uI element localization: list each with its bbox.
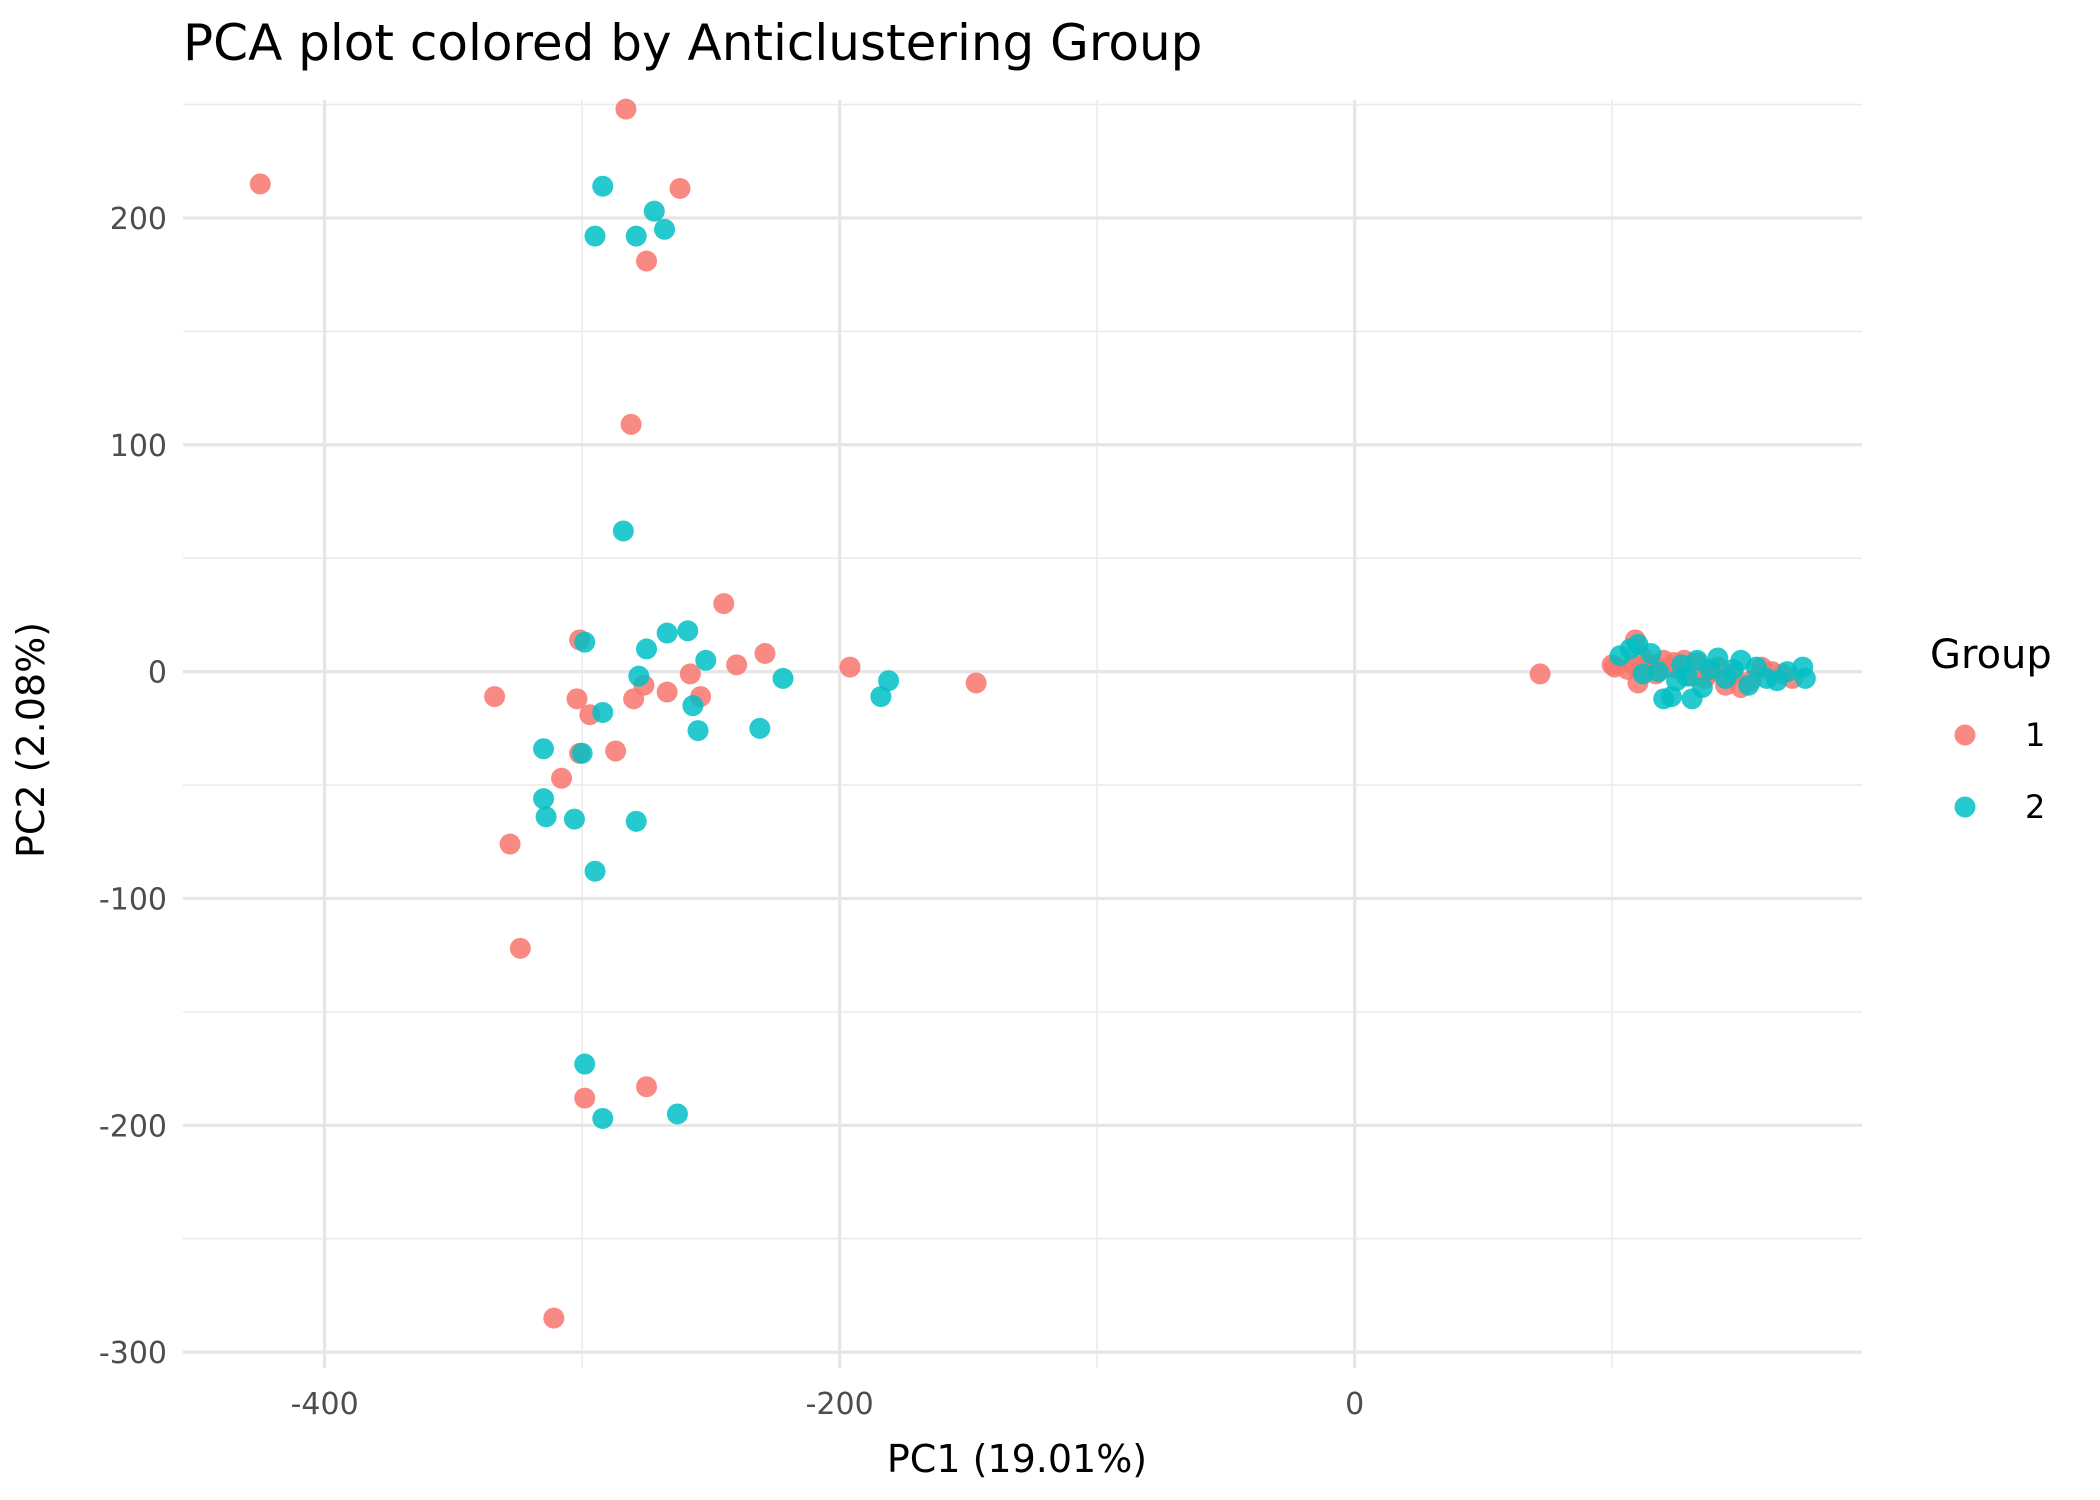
x-tick-label: -400 xyxy=(291,1387,359,1422)
data-point-group-1 xyxy=(839,656,861,678)
data-point-group-2 xyxy=(1632,663,1654,685)
data-point-group-2 xyxy=(533,788,555,810)
data-point-group-2 xyxy=(654,218,676,240)
legend-label-group-2: 2 xyxy=(2025,788,2045,826)
data-point-group-2 xyxy=(656,622,678,644)
data-point-group-1 xyxy=(499,833,521,855)
y-tick-label: -100 xyxy=(99,882,167,917)
data-point-group-1 xyxy=(543,1307,565,1329)
data-point-group-2 xyxy=(636,638,658,660)
data-point-group-2 xyxy=(612,520,634,542)
data-point-group-2 xyxy=(1676,665,1698,687)
data-point-group-1 xyxy=(566,688,588,710)
legend-key-group-2 xyxy=(1954,796,1976,818)
legend: Group 1 2 xyxy=(1930,632,2052,826)
data-point-group-1 xyxy=(726,654,748,676)
data-point-group-1 xyxy=(623,688,645,710)
data-point-group-2 xyxy=(1738,674,1760,696)
y-axis-title: PC2 (2.08%) xyxy=(9,622,53,858)
minor-gridlines xyxy=(183,100,1862,1368)
data-point-group-1 xyxy=(249,173,271,195)
chart-title: PCA plot colored by Anticlustering Group xyxy=(183,14,1202,72)
data-point-group-2 xyxy=(563,808,585,830)
data-point-group-1 xyxy=(574,1087,596,1109)
data-point-group-2 xyxy=(1691,676,1713,698)
data-point-group-1 xyxy=(509,937,531,959)
data-point-group-2 xyxy=(1640,642,1662,664)
data-point-group-2 xyxy=(687,720,709,742)
data-point-group-2 xyxy=(1660,686,1682,708)
data-point-group-2 xyxy=(584,225,606,247)
data-point-group-1 xyxy=(965,672,987,694)
data-point-group-1 xyxy=(551,767,573,789)
data-point-group-2 xyxy=(666,1103,688,1125)
data-point-group-1 xyxy=(713,593,735,615)
data-point-group-2 xyxy=(592,1107,614,1129)
data-point-group-1 xyxy=(636,250,658,272)
major-gridlines xyxy=(183,100,1862,1368)
y-tick-label: -300 xyxy=(99,1336,167,1371)
data-point-group-2 xyxy=(625,810,647,832)
data-point-group-2 xyxy=(571,742,593,764)
data-point-group-2 xyxy=(625,225,647,247)
data-point-group-2 xyxy=(1648,661,1670,683)
data-point-group-2 xyxy=(695,649,717,671)
data-point-group-1 xyxy=(620,413,642,435)
y-tick-label: 100 xyxy=(110,429,167,464)
data-point-group-2 xyxy=(592,175,614,197)
data-point-group-2 xyxy=(1794,667,1816,689)
x-axis-ticks: -400 -200 0 xyxy=(291,1387,1365,1422)
data-point-group-1 xyxy=(754,642,776,664)
x-axis-title: PC1 (19.01%) xyxy=(887,1437,1147,1481)
data-point-group-1 xyxy=(615,98,637,120)
data-points xyxy=(249,98,1816,1329)
data-point-group-2 xyxy=(870,686,892,708)
data-point-group-1 xyxy=(656,681,678,703)
data-point-group-2 xyxy=(682,695,704,717)
legend-label-group-1: 1 xyxy=(2025,716,2045,754)
data-point-group-2 xyxy=(878,670,900,692)
data-point-group-2 xyxy=(749,717,771,739)
y-tick-label: -200 xyxy=(99,1109,167,1144)
data-point-group-2 xyxy=(628,665,650,687)
data-point-group-2 xyxy=(533,738,555,760)
data-point-group-1 xyxy=(484,686,506,708)
legend-key-group-1 xyxy=(1954,724,1976,746)
data-point-group-1 xyxy=(669,177,691,199)
y-axis-ticks: -300 -200 -100 0 100 200 xyxy=(99,202,167,1371)
y-tick-label: 200 xyxy=(110,202,167,237)
data-point-group-1 xyxy=(679,663,701,685)
y-tick-label: 0 xyxy=(148,656,167,691)
data-point-group-2 xyxy=(592,701,614,723)
data-point-group-2 xyxy=(643,200,665,222)
data-point-group-2 xyxy=(535,806,557,828)
x-tick-label: 0 xyxy=(1345,1387,1364,1422)
data-point-group-2 xyxy=(1707,647,1729,669)
data-point-group-1 xyxy=(636,1076,658,1098)
data-point-group-2 xyxy=(584,860,606,882)
x-tick-label: -200 xyxy=(806,1387,874,1422)
legend-title: Group xyxy=(1930,632,2052,678)
data-point-group-2 xyxy=(772,667,794,689)
data-point-group-2 xyxy=(574,1053,596,1075)
data-point-group-1 xyxy=(605,740,627,762)
data-point-group-2 xyxy=(677,620,699,642)
data-point-group-1 xyxy=(1529,663,1551,685)
data-point-group-2 xyxy=(574,631,596,653)
